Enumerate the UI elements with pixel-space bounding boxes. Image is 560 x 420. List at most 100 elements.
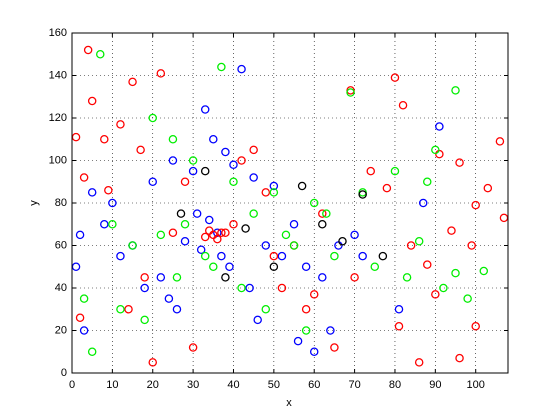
point bbox=[100, 134, 109, 144]
point bbox=[124, 304, 133, 314]
point bbox=[297, 181, 307, 191]
point bbox=[414, 236, 424, 246]
point bbox=[431, 290, 440, 299]
plot-frame bbox=[71, 32, 509, 374]
point bbox=[289, 219, 299, 229]
point bbox=[277, 251, 287, 261]
point bbox=[237, 156, 246, 165]
point bbox=[318, 273, 327, 282]
point bbox=[322, 209, 331, 218]
point bbox=[172, 273, 182, 282]
point bbox=[467, 241, 476, 250]
point bbox=[261, 304, 271, 314]
point bbox=[241, 224, 250, 233]
point bbox=[128, 77, 137, 87]
x-tick-label: 10 bbox=[106, 379, 118, 391]
point bbox=[100, 219, 109, 229]
point bbox=[221, 147, 230, 157]
y-axis-label: y bbox=[28, 200, 40, 206]
y-tick-label: 140 bbox=[49, 69, 67, 81]
point bbox=[435, 122, 444, 131]
point bbox=[370, 262, 380, 271]
point bbox=[196, 245, 206, 254]
point bbox=[289, 241, 299, 250]
point bbox=[435, 149, 444, 159]
point bbox=[261, 241, 271, 250]
point bbox=[414, 358, 424, 367]
point bbox=[483, 183, 493, 193]
point bbox=[200, 105, 210, 114]
point bbox=[200, 166, 210, 176]
point bbox=[140, 315, 149, 325]
point bbox=[301, 326, 311, 335]
point bbox=[188, 156, 198, 165]
point bbox=[237, 283, 246, 293]
point bbox=[205, 226, 214, 235]
point bbox=[318, 209, 327, 218]
point bbox=[75, 230, 85, 240]
point bbox=[394, 304, 404, 314]
point bbox=[156, 230, 166, 240]
point bbox=[249, 145, 258, 155]
point bbox=[330, 343, 339, 352]
point bbox=[188, 343, 198, 352]
point bbox=[471, 321, 480, 331]
point bbox=[447, 226, 456, 235]
point bbox=[71, 262, 81, 271]
point bbox=[96, 50, 105, 59]
point bbox=[249, 173, 258, 182]
point bbox=[213, 234, 222, 244]
y-tick-label: 40 bbox=[55, 282, 67, 294]
point bbox=[188, 166, 198, 176]
point bbox=[378, 251, 388, 261]
point bbox=[301, 262, 311, 271]
point bbox=[402, 273, 412, 282]
point bbox=[318, 219, 327, 229]
point bbox=[128, 241, 137, 250]
point bbox=[293, 336, 303, 346]
y-tick-label: 100 bbox=[49, 154, 67, 166]
point bbox=[326, 326, 335, 335]
y-tick-label: 120 bbox=[49, 112, 67, 124]
point bbox=[330, 251, 339, 261]
point bbox=[205, 215, 214, 225]
point bbox=[168, 156, 178, 165]
point bbox=[104, 185, 113, 195]
point bbox=[406, 241, 416, 250]
point bbox=[269, 181, 279, 191]
point bbox=[499, 213, 509, 223]
point bbox=[451, 86, 460, 95]
point bbox=[108, 198, 117, 208]
point bbox=[451, 268, 460, 278]
point bbox=[116, 304, 125, 314]
point bbox=[217, 251, 226, 261]
point bbox=[71, 132, 81, 142]
point bbox=[269, 188, 279, 197]
point bbox=[398, 101, 408, 110]
y-tick-label: 60 bbox=[55, 239, 67, 251]
point bbox=[221, 273, 230, 282]
x-tick-label: 20 bbox=[147, 379, 159, 391]
point bbox=[281, 230, 291, 240]
point bbox=[200, 232, 210, 242]
x-tick-label: 70 bbox=[348, 379, 360, 391]
point bbox=[229, 177, 238, 186]
point bbox=[229, 160, 238, 169]
y-tick-label: 80 bbox=[55, 197, 67, 209]
point bbox=[148, 358, 157, 367]
point bbox=[249, 209, 258, 218]
point bbox=[358, 190, 367, 199]
point bbox=[479, 266, 489, 276]
point bbox=[245, 283, 254, 293]
x-tick-label: 40 bbox=[227, 379, 239, 391]
point bbox=[140, 273, 149, 282]
point bbox=[176, 209, 186, 218]
point bbox=[200, 251, 210, 261]
point bbox=[350, 230, 359, 240]
point bbox=[346, 88, 355, 97]
x-tick-label: 30 bbox=[187, 379, 199, 391]
point bbox=[269, 251, 279, 261]
point bbox=[75, 313, 85, 322]
point bbox=[148, 177, 157, 186]
